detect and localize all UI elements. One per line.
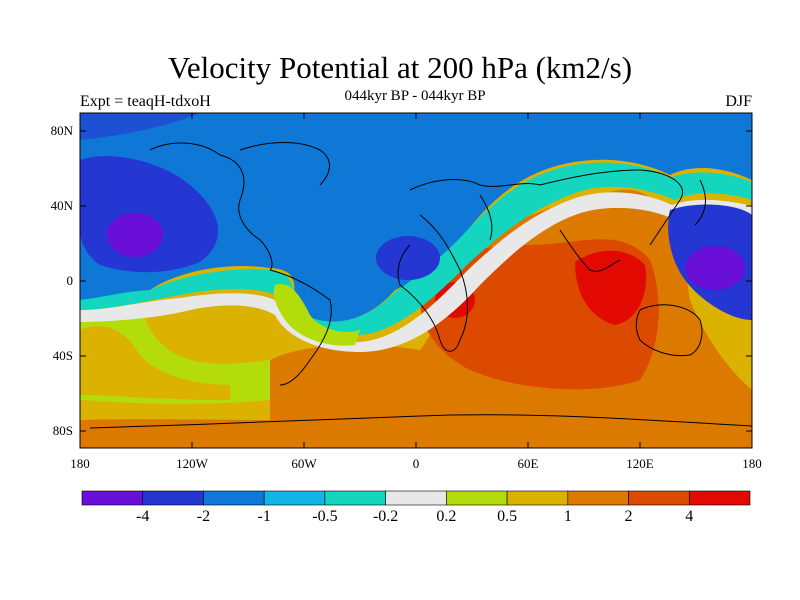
season-label: DJF — [725, 93, 752, 110]
map-subtitle: 044kyr BP - 044kyr BP — [344, 88, 486, 104]
colorbar — [81, 490, 751, 506]
lon-tick-label: 120W — [176, 456, 208, 471]
colorbar-label: -0.5 — [312, 508, 338, 525]
colorbar-swatch — [446, 490, 508, 506]
coastlines — [89, 142, 752, 429]
colorbar-swatch — [324, 490, 386, 506]
lat-tick-label: 40S — [52, 348, 73, 363]
colorbar-label: 1 — [563, 508, 572, 525]
colorbar-swatch — [688, 490, 751, 506]
map-title: Velocity Potential at 200 hPa (km2/s) — [167, 50, 633, 85]
lon-tick-label: 60W — [291, 456, 317, 471]
colorbar-swatch — [385, 490, 447, 506]
colorbar-swatch — [506, 490, 569, 506]
lat-tick-label: 80S — [52, 423, 73, 438]
axis-ticks — [79, 113, 753, 448]
colorbar-label: 0.5 — [497, 508, 518, 525]
colorbar-swatch — [142, 490, 204, 506]
filled-contours — [80, 113, 752, 448]
colorbar-label: -4 — [136, 508, 150, 525]
colorbar-label: 2 — [624, 508, 633, 525]
lon-tick-label: 180 — [70, 456, 90, 471]
colorbar-swatch — [628, 490, 690, 506]
colorbar-swatch — [81, 490, 144, 506]
colorbar-label: -1 — [257, 508, 271, 525]
colorbar-label: -2 — [196, 508, 211, 525]
experiment-label: Expt = teaqH-tdxoH — [80, 93, 211, 110]
lat-tick-label: 0 — [66, 273, 74, 288]
lon-tick-label: 120E — [626, 456, 654, 471]
colorbar-label: 4 — [685, 508, 694, 525]
lon-tick-label: 0 — [412, 456, 420, 471]
colorbar-label: -0.2 — [372, 508, 399, 525]
colorbar-swatch — [203, 490, 265, 506]
colorbar-swatch — [263, 490, 326, 506]
colorbar-swatch — [567, 490, 629, 506]
lat-tick-label: 40N — [50, 198, 73, 213]
colorbar-label: 0.2 — [436, 508, 457, 525]
lon-tick-label: 180 — [742, 456, 762, 471]
lon-tick-label: 60E — [517, 456, 539, 471]
lat-tick-label: 80N — [50, 123, 73, 138]
